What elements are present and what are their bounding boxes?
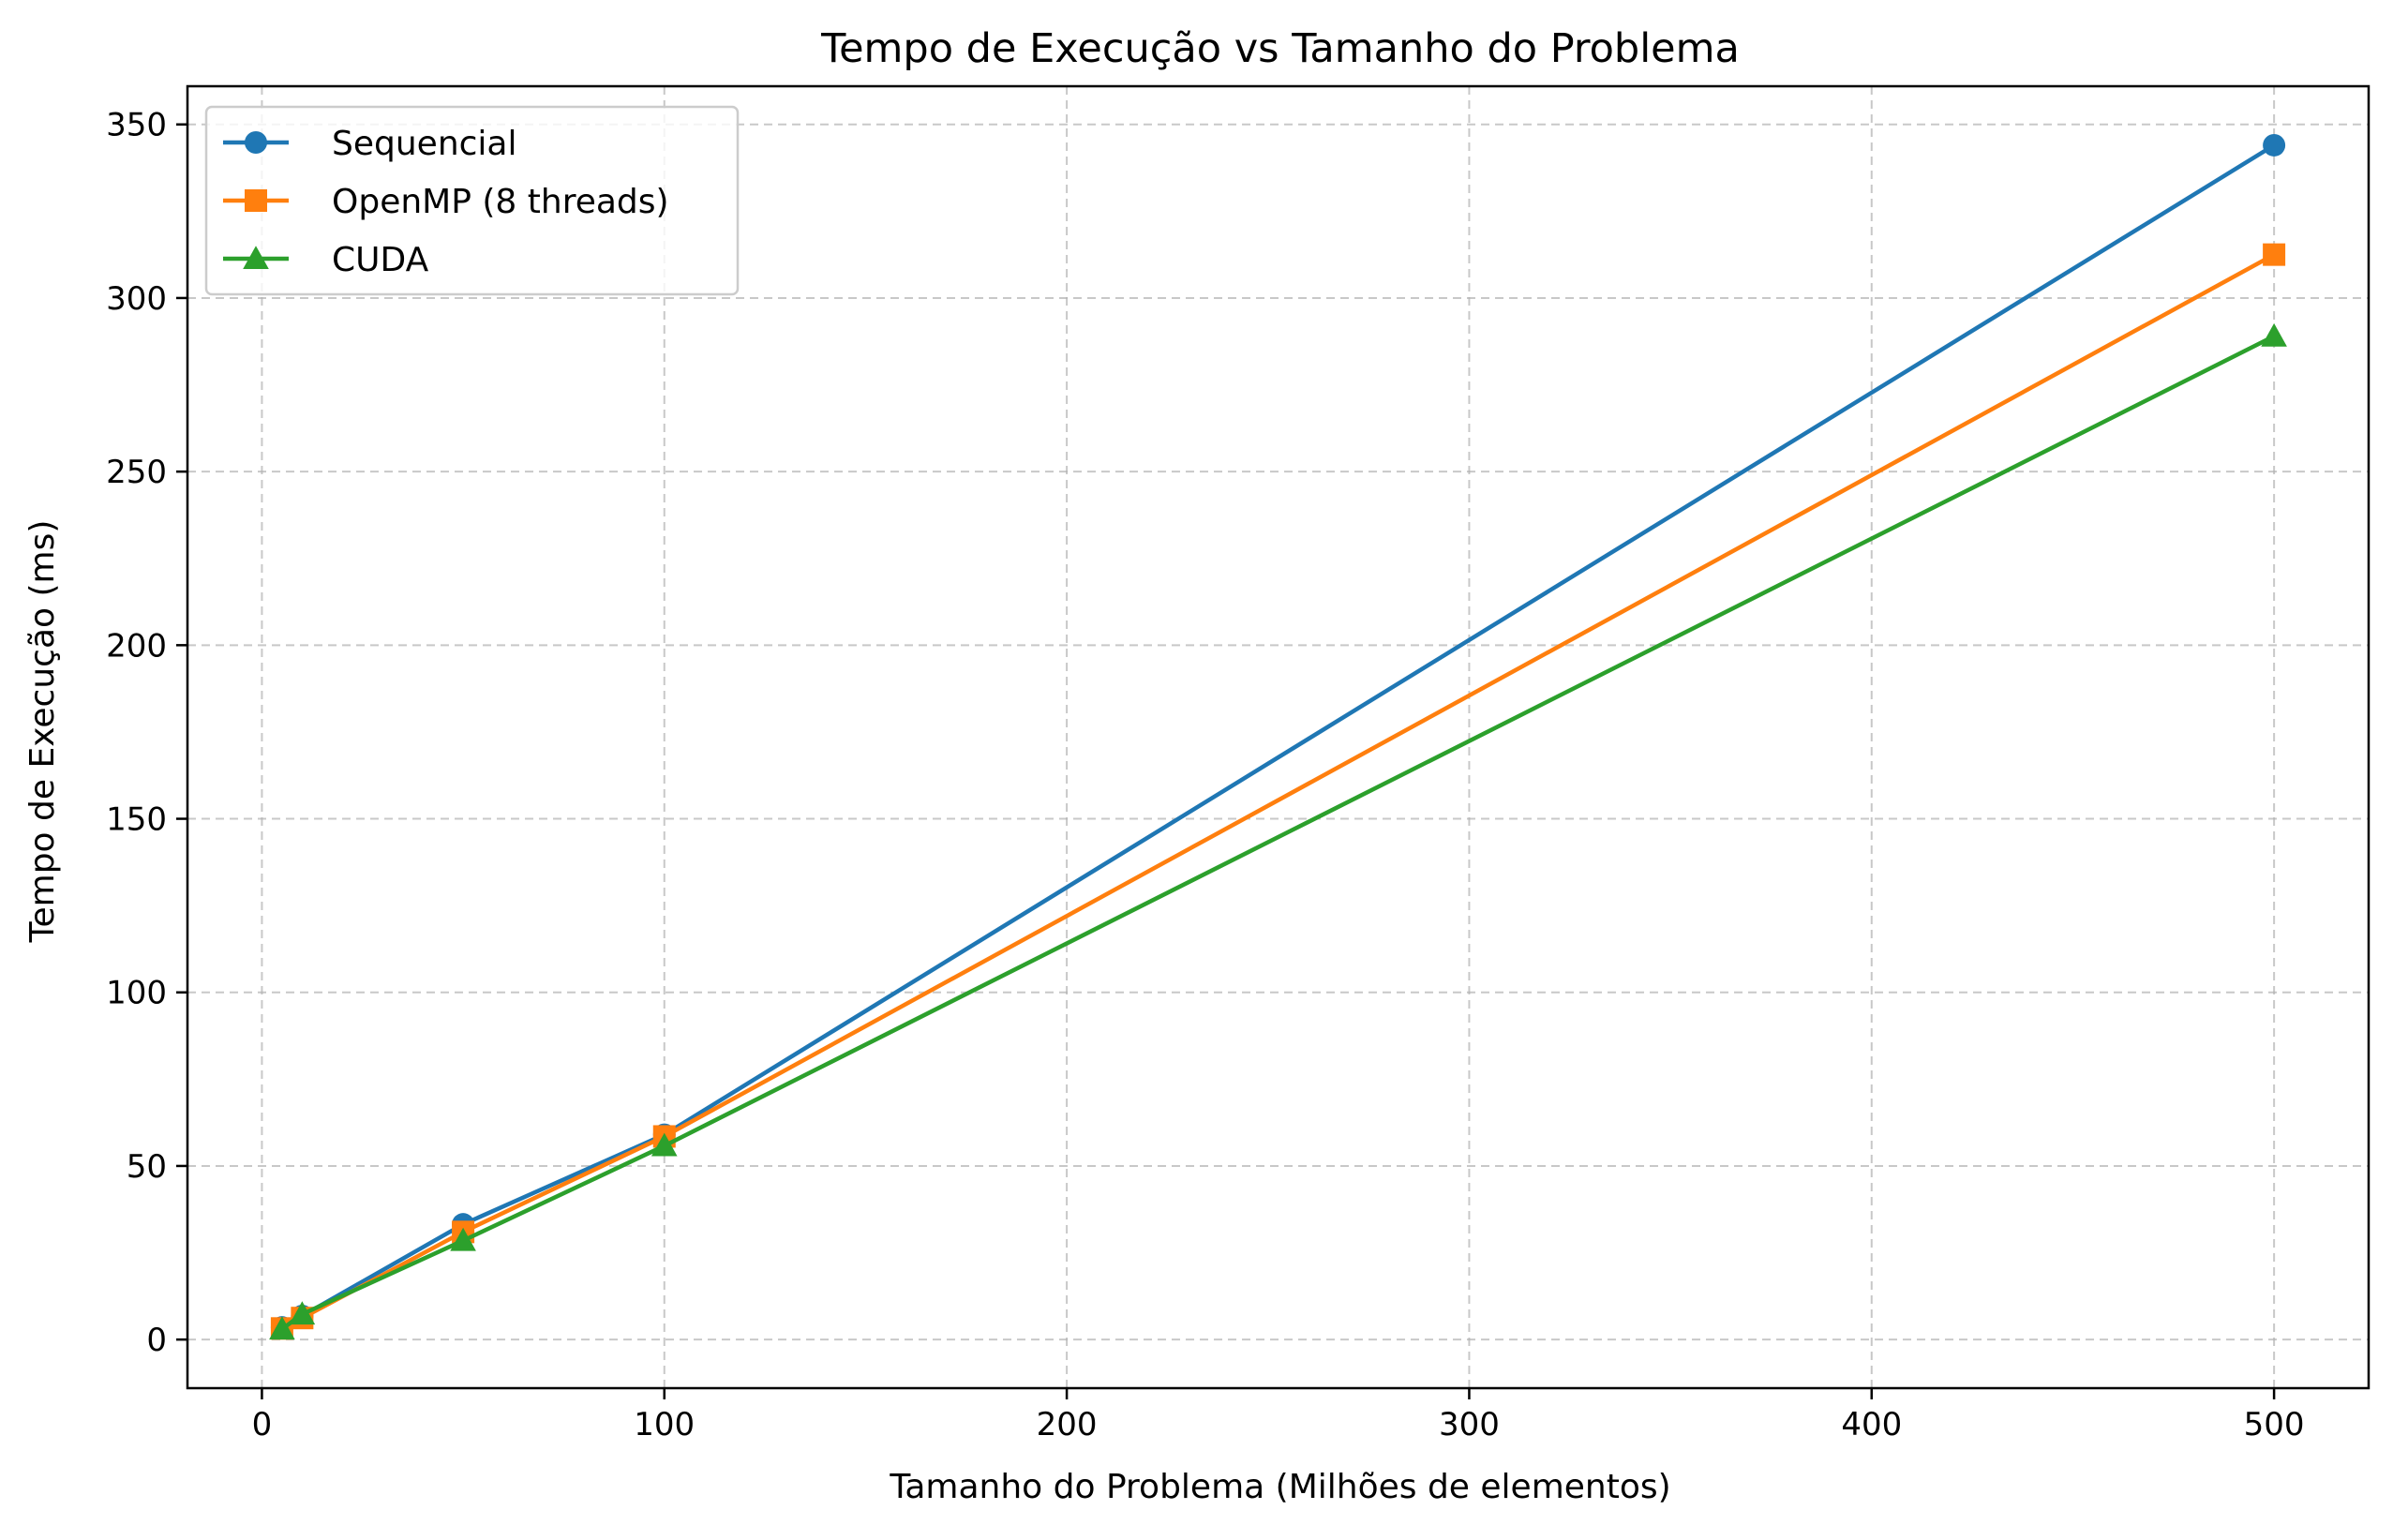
legend-item: CUDA (223, 241, 429, 279)
y-tick-label: 100 (106, 975, 167, 1012)
legend-label: CUDA (332, 241, 429, 279)
x-tick-label: 300 (1439, 1406, 1500, 1443)
legend-item: OpenMP (8 threads) (223, 183, 669, 221)
legend-item: Sequencial (223, 125, 517, 163)
y-tick-label: 50 (127, 1148, 167, 1186)
legend-label: Sequencial (332, 125, 517, 163)
y-tick-label: 200 (106, 627, 167, 665)
data-point (2263, 243, 2286, 266)
y-tick-label: 300 (106, 280, 167, 318)
plot-frame (186, 84, 2371, 1390)
legend-label: OpenMP (8 threads) (332, 183, 669, 221)
x-tick-label: 400 (1841, 1406, 1902, 1443)
series-3 (269, 322, 2287, 1340)
y-axis-label: Tempo de Execução (ms) (23, 520, 62, 944)
data-point (2261, 322, 2287, 347)
data-point (289, 1301, 316, 1325)
chart-title: Tempo de Execução vs Tamanho do Problema (820, 25, 1740, 72)
axis-ticks: 0 100 200 300 400 500 0 50 100 150 200 250 300 350 (106, 107, 2304, 1443)
legend-box (204, 105, 740, 296)
data-point (2263, 133, 2286, 157)
legend-marker (243, 246, 269, 270)
x-tick-label: 100 (634, 1406, 695, 1443)
x-tick-label: 500 (2244, 1406, 2305, 1443)
x-tick-label: 0 (252, 1406, 273, 1443)
y-tick-label: 250 (106, 454, 167, 491)
legend-marker (245, 131, 267, 154)
x-tick-label: 200 (1037, 1406, 1098, 1443)
series-layer (269, 133, 2287, 1340)
data-point (450, 1227, 476, 1251)
data-point (651, 1132, 678, 1157)
legend-marker (245, 189, 267, 212)
data-point (269, 1316, 295, 1340)
x-axis-label: Tamanho do Problema (Milhões de elemento… (889, 1468, 1670, 1506)
y-tick-label: 350 (106, 107, 167, 144)
y-tick-label: 0 (146, 1322, 167, 1359)
legend: Sequencial OpenMP (8 threads) CUDA (204, 105, 740, 296)
y-tick-label: 150 (106, 801, 167, 839)
